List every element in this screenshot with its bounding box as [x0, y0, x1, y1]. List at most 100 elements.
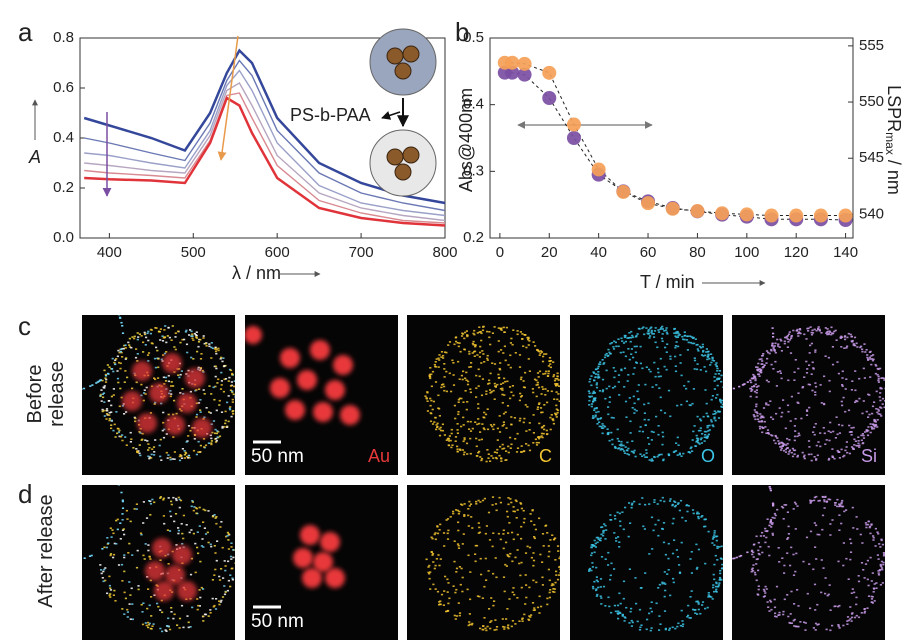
map-tile — [407, 485, 560, 640]
map-pixel — [757, 362, 760, 365]
au-particle — [149, 383, 169, 403]
map-pixel — [836, 449, 839, 452]
map-pixel — [494, 619, 497, 621]
map-pixel — [605, 352, 608, 355]
map-pixel — [501, 389, 504, 391]
map-pixel — [610, 416, 613, 419]
map-pixel — [13, 346, 15, 348]
map-pixel — [823, 499, 826, 501]
map-pixel — [789, 613, 792, 615]
map-pixel — [100, 569, 103, 571]
map-pixel — [782, 506, 785, 509]
map-pixel — [110, 411, 113, 413]
map-pixel — [825, 628, 828, 631]
map-pixel — [774, 435, 778, 438]
map-pixel — [545, 433, 549, 436]
map-pixel — [638, 503, 641, 505]
map-pixel — [642, 525, 645, 528]
map-pixel — [677, 502, 680, 504]
map-pixel — [117, 485, 120, 486]
map-pixel — [184, 451, 187, 454]
map-pixel — [874, 423, 877, 426]
map-pixel — [480, 458, 484, 460]
map-pixel — [493, 326, 496, 328]
map-pixel — [689, 335, 692, 337]
map-pixel — [637, 398, 640, 400]
map-pixel — [780, 339, 783, 342]
map-pixel — [692, 336, 695, 339]
map-pixel — [522, 521, 526, 524]
map-pixel — [664, 553, 667, 556]
map-pixel — [704, 518, 707, 521]
map-pixel — [200, 586, 203, 589]
map-pixel — [814, 609, 817, 611]
map-pixel — [717, 378, 720, 380]
map-pixel — [793, 425, 796, 427]
map-pixel — [545, 370, 548, 373]
map-pixel — [660, 337, 664, 340]
map-pixel — [607, 551, 610, 554]
map-pixel — [759, 417, 762, 419]
map-pixel — [462, 424, 465, 426]
map-pixel — [595, 588, 598, 590]
map-pixel — [841, 370, 844, 373]
map-pixel — [873, 420, 876, 423]
map-pixel — [671, 626, 674, 629]
map-pixel — [604, 558, 607, 560]
map-pixel — [165, 451, 168, 454]
map-pixel — [594, 376, 597, 379]
map-pixel — [106, 364, 109, 366]
map-pixel — [823, 432, 826, 435]
map-pixel — [592, 545, 596, 547]
map-tile — [82, 485, 235, 640]
map-pixel — [813, 522, 816, 524]
map-pixel — [614, 341, 617, 344]
inset-core — [394, 62, 412, 80]
map-pixel — [213, 604, 216, 607]
map-pixel — [840, 502, 843, 505]
map-pixel — [455, 509, 458, 511]
map-pixel — [756, 418, 760, 421]
inset-core — [402, 146, 420, 164]
map-pixel — [19, 308, 21, 310]
map-pixel — [528, 615, 531, 617]
map-pixel — [654, 375, 657, 378]
map-pixel — [137, 336, 140, 338]
map-pixel — [844, 338, 847, 341]
map-pixel — [626, 337, 629, 339]
map-pixel — [498, 376, 501, 379]
map-pixel — [551, 418, 555, 420]
map-pixel — [500, 327, 503, 330]
map-pixel — [772, 332, 775, 335]
map-pixel — [101, 577, 104, 579]
map-pixel — [465, 330, 468, 332]
map-pixel — [138, 452, 141, 455]
map-pixel — [868, 413, 871, 416]
map-pixel — [488, 331, 491, 333]
map-pixel — [767, 545, 770, 548]
map-pixel — [140, 335, 143, 337]
map-pixel — [516, 432, 519, 435]
map-pixel — [139, 454, 142, 457]
map-pixel — [641, 327, 644, 330]
map-pixel — [617, 617, 620, 620]
map-pixel — [217, 349, 220, 352]
map-pixel — [851, 380, 854, 382]
map-pixel — [559, 568, 560, 571]
map-pixel — [755, 403, 758, 406]
map-pixel — [431, 552, 435, 555]
map-pixel — [527, 358, 530, 360]
map-pixel — [522, 345, 525, 347]
map-pixel — [721, 403, 723, 406]
map-pixel — [220, 384, 223, 386]
map-pixel — [872, 536, 875, 539]
map-pixel — [167, 327, 170, 329]
map-pixel — [869, 431, 872, 434]
map-pixel — [753, 409, 756, 411]
map-pixel — [442, 532, 446, 534]
map-pixel — [114, 600, 117, 602]
map-pixel — [137, 450, 140, 452]
map-pixel — [720, 280, 722, 282]
map-pixel — [714, 373, 717, 375]
map-pixel — [713, 590, 716, 593]
